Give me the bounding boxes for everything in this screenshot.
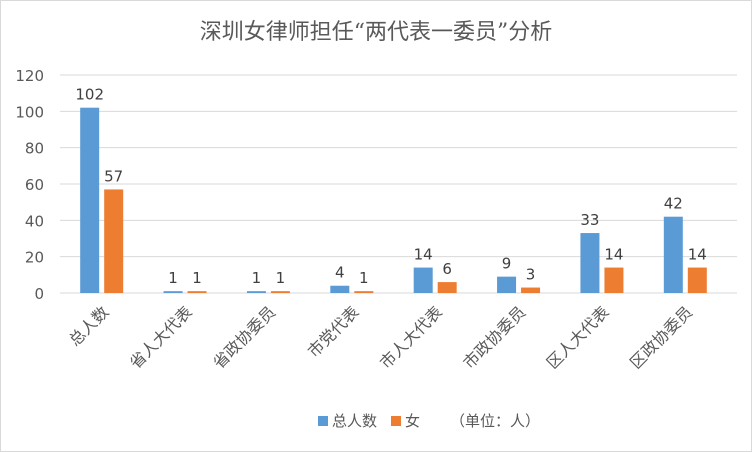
legend-item-female: 女 [391,410,420,431]
x-tick-label: 市政协委员 [459,302,529,372]
data-label: 1 [252,269,262,287]
bar [497,276,517,293]
legend-label: 总人数 [332,412,378,430]
x-tick-label: 区政协委员 [626,302,696,372]
chart-title: 深圳女律师担任“两代表一委员”分析 [199,20,553,45]
data-label: 102 [75,86,104,104]
data-label: 9 [502,255,512,273]
legend-label: 女 [405,412,421,430]
data-label: 1 [168,269,178,287]
x-tick-label: 市人大代表 [376,302,446,372]
y-tick-label: 100 [15,103,44,121]
data-label: 3 [526,266,536,284]
bar [437,282,457,293]
data-label: 1 [359,269,369,287]
x-tick-label: 省政协委员 [209,302,279,372]
legend-item-total: 总人数 [318,410,377,431]
bar [354,291,374,293]
bar [413,267,433,293]
bar [521,287,541,293]
y-tick-label: 120 [15,67,44,85]
bar [330,285,350,293]
data-label: 4 [335,264,345,282]
bar [246,291,266,293]
bar [80,107,100,293]
y-tick-label: 20 [25,249,44,267]
data-label: 1 [276,269,286,287]
data-label: 1 [192,269,202,287]
data-label: 33 [580,211,599,229]
unit-note: （单位：人） [450,412,541,430]
data-label: 42 [664,195,683,213]
bar [687,267,707,293]
y-tick-label: 40 [25,212,44,230]
x-tick-label: 省人大代表 [126,302,196,372]
data-label: 14 [414,246,433,264]
bar [580,233,600,293]
y-tick-label: 80 [25,140,44,158]
bar [604,267,624,293]
legend: 总人数 女 （单位：人） [318,410,540,431]
bar [270,291,290,293]
x-tick-label: 区人大代表 [543,302,613,372]
data-label: 14 [604,246,623,264]
legend-swatch [391,415,402,426]
data-label: 14 [688,246,707,264]
bar [187,291,207,293]
bar [104,189,124,293]
legend-swatch [318,415,328,426]
bar [163,291,183,293]
bar [663,216,683,293]
y-tick-label: 0 [34,285,44,303]
data-label: 6 [442,260,452,278]
x-tick-label: 总人数 [65,302,112,349]
data-label: 57 [104,167,123,185]
y-tick-label: 60 [25,176,44,194]
x-tick-label: 市党代表 [304,302,363,361]
